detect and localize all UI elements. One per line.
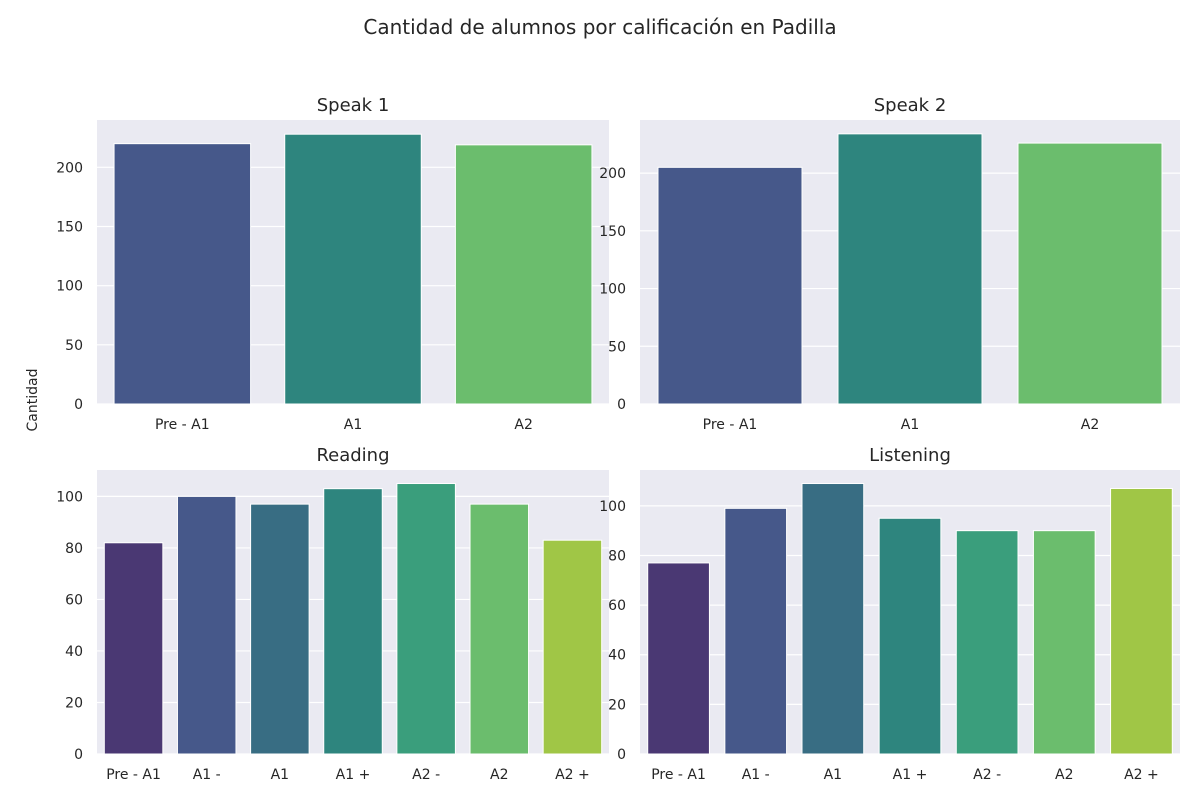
y-tick-label: 80 [608,548,626,564]
x-tick-label: Pre - A1 [106,767,161,783]
x-tick-label: A2 [1081,417,1099,433]
subplot-title: Reading [316,445,389,466]
x-tick-label: A1 + [336,767,371,783]
bar [176,495,237,755]
bar [801,483,865,755]
subplot-1: 0 50 100 150 200 Pre - A1 A1 A2 Speak 1 [56,95,609,433]
y-tick-label: 150 [56,220,83,236]
x-tick-label: A1 [824,767,842,783]
x-tick-label: A2 [490,767,508,783]
bar [469,503,530,755]
x-tick-label: A2 - [973,767,1001,783]
bar [542,539,603,755]
subplot-title: Speak 2 [874,95,947,116]
bar [647,562,710,755]
bar [837,133,983,405]
bar [657,166,803,405]
bar [1017,142,1163,405]
y-tick-label: 0 [617,747,626,763]
x-tick-label: A2 [514,417,532,433]
x-tick-label: A1 [271,767,289,783]
x-tick-label: Pre - A1 [703,417,758,433]
y-tick-label: 100 [599,282,626,298]
y-tick-label: 150 [599,224,626,240]
y-tick-label: 100 [56,279,83,295]
subplot-3: 0 20 40 60 80 100 Pre - A1 A1 - A1 A1 + A2 - A2 A2 +… [56,445,609,783]
y-tick-label: 200 [599,166,626,182]
x-tick-label: A2 + [1124,767,1159,783]
x-tick-label: Pre - A1 [155,417,210,433]
bar [250,503,310,755]
y-tick-label: 40 [65,644,83,660]
x-tick-label: A2 - [412,767,440,783]
bar [103,542,164,755]
subplot-title: Speak 1 [317,95,390,116]
y-tick-label: 50 [608,339,626,355]
y-tick-label: 80 [65,541,83,557]
y-tick-label: 60 [608,598,626,614]
y-tick-label: 0 [617,397,626,413]
y-tick-label: 20 [608,697,626,713]
y-tick-label: 0 [74,397,83,413]
y-tick-label: 100 [599,499,626,515]
subplot-title: Listening [869,445,951,466]
bar [955,530,1019,755]
y-tick-label: 60 [65,592,83,608]
x-tick-label: A1 - [193,767,221,783]
bar [323,488,383,755]
bar [396,483,456,755]
y-tick-label: 100 [56,489,83,505]
subplot-4: 0 20 40 60 80 100 Pre - A1 A1 - A1 A1 + A2 - A2 A2 +… [599,445,1180,783]
bar [1110,487,1173,755]
bar [113,143,252,405]
subplot-2: 0 50 100 150 200 Pre - A1 A1 A2 Speak 2 [599,95,1180,433]
bar [1032,530,1096,755]
y-tick-label: 0 [74,747,83,763]
figure-title: Cantidad de alumnos por calificación en … [363,15,836,39]
x-tick-label: A2 [1055,767,1073,783]
y-axis-label: Cantidad [25,369,41,432]
y-tick-label: 40 [608,648,626,664]
y-tick-label: 200 [56,160,83,176]
x-tick-label: Pre - A1 [651,767,706,783]
x-tick-label: A1 [344,417,362,433]
y-tick-label: 20 [65,695,83,711]
y-tick-label: 50 [65,338,83,354]
bar [878,517,942,755]
bar [724,507,788,755]
bar [284,133,422,405]
x-tick-label: A1 + [893,767,928,783]
x-tick-label: A1 - [742,767,770,783]
x-tick-label: A2 + [555,767,590,783]
x-tick-label: A1 [901,417,919,433]
bar [454,144,593,405]
